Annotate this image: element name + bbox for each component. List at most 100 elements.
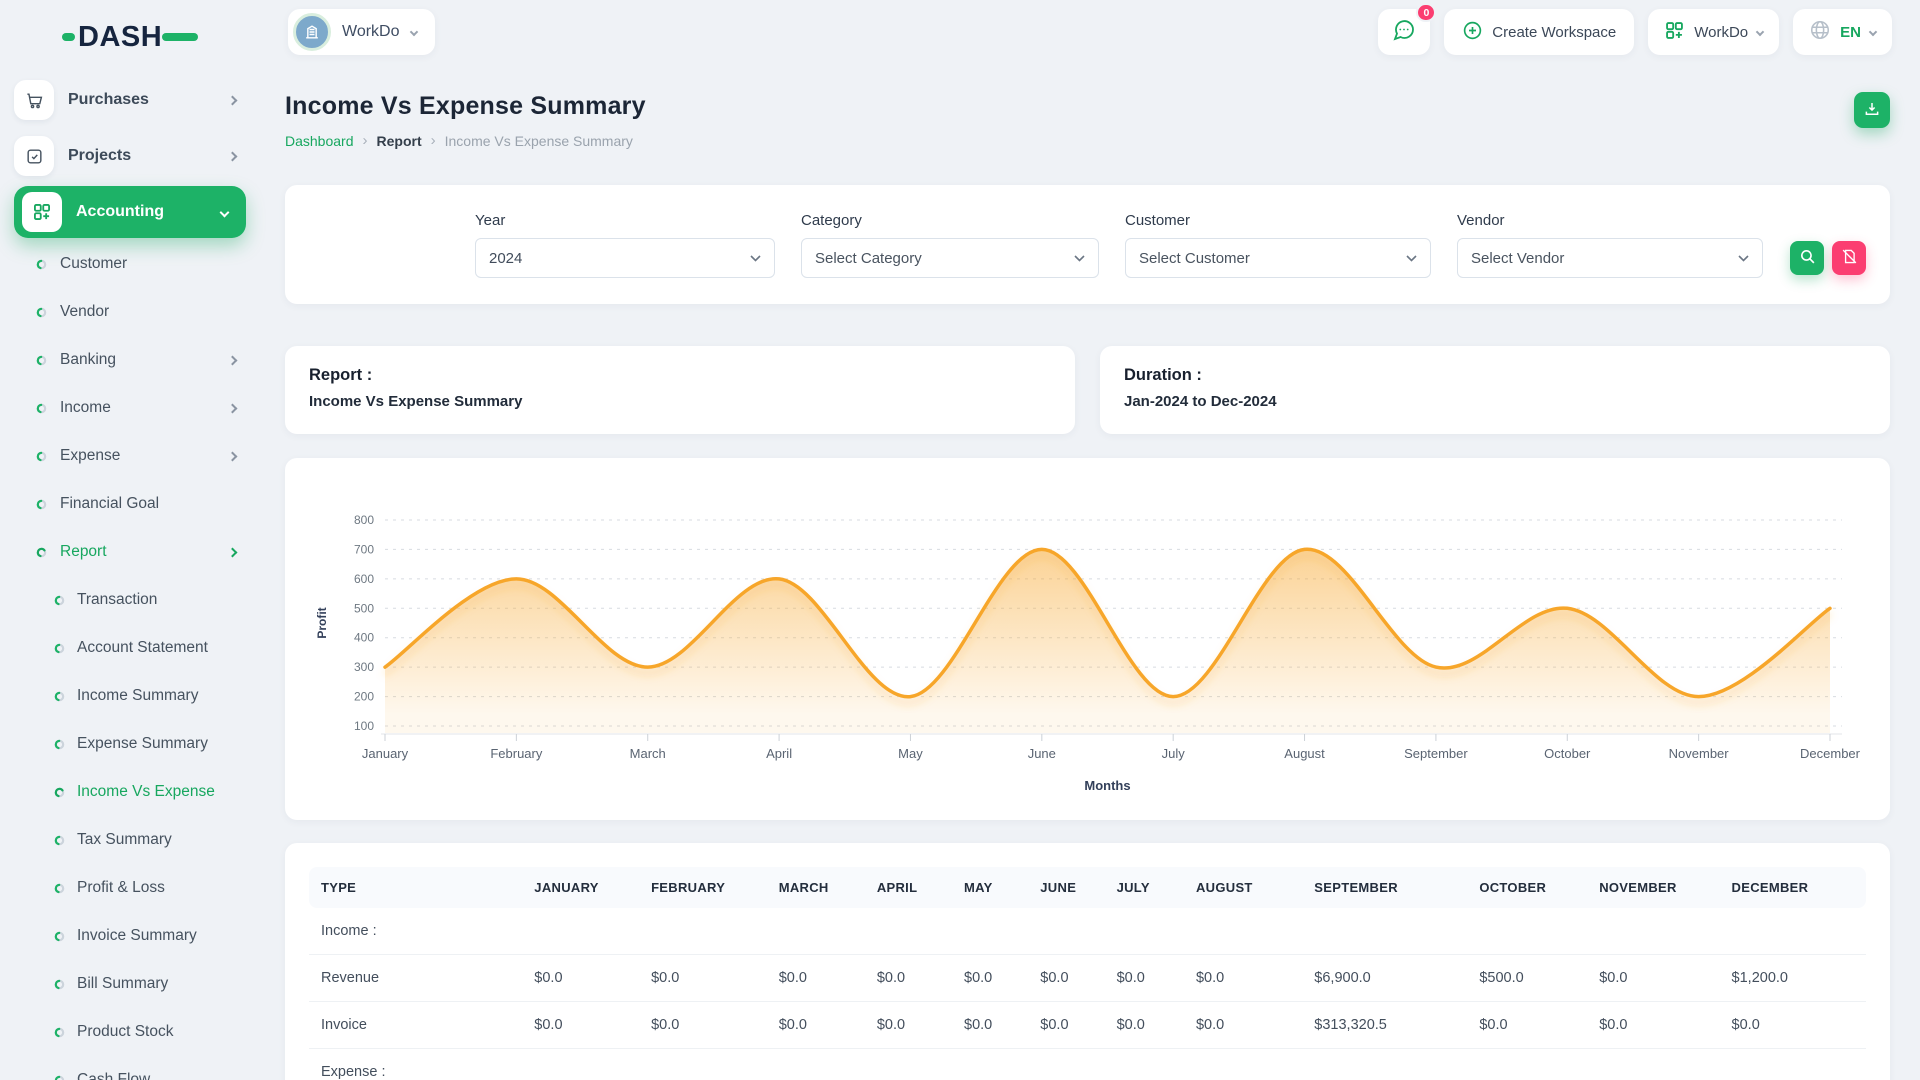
caret-down-icon [1738, 255, 1749, 262]
vendor-value: Select Vendor [1471, 250, 1564, 267]
sidebar-item-label: Tax Summary [77, 831, 172, 849]
svg-text:300: 300 [354, 660, 374, 674]
sidebar-item-report[interactable]: Report [0, 528, 260, 576]
sidebar-item-expense[interactable]: Expense [0, 432, 260, 480]
sidebar-item-invoice-summary[interactable]: Invoice Summary [0, 912, 260, 960]
svg-text:Months: Months [1084, 778, 1130, 793]
chevron-right-icon [229, 543, 236, 561]
customer-select[interactable]: Select Customer [1125, 238, 1431, 278]
value-cell: $0.0 [952, 955, 1028, 1002]
vendor-select[interactable]: Select Vendor [1457, 238, 1763, 278]
sidebar-item-label: Expense [60, 447, 120, 465]
svg-text:800: 800 [354, 513, 374, 527]
duration-card-title: Duration : [1124, 366, 1866, 385]
language-selector[interactable]: EN [1793, 9, 1892, 55]
sidebar-item-account-statement[interactable]: Account Statement [0, 624, 260, 672]
download-icon [1863, 100, 1881, 121]
sidebar-item-financial-goal[interactable]: Financial Goal [0, 480, 260, 528]
chevron-right-icon [229, 147, 236, 165]
column-header-april: APRIL [865, 867, 952, 908]
sidebar-item-vendor[interactable]: Vendor [0, 288, 260, 336]
caret-down-icon [750, 255, 761, 262]
sidebar-item-label: Income [60, 399, 111, 417]
column-header-october: OCTOBER [1467, 867, 1587, 908]
sidebar-item-label: Expense Summary [77, 735, 208, 753]
sidebar-item-tax-summary[interactable]: Tax Summary [0, 816, 260, 864]
sidebar-item-label: Transaction [77, 591, 157, 609]
chevron-right-icon [229, 91, 236, 109]
sidebar-item-transaction[interactable]: Transaction [0, 576, 260, 624]
chevron-down-icon [1756, 28, 1764, 36]
sidebar-item-label: Projects [68, 147, 131, 165]
sidebar-item-label: Bill Summary [77, 975, 168, 993]
value-cell: $0.0 [1467, 1002, 1587, 1049]
bullet-donut-icon [54, 1075, 65, 1080]
dash-logo[interactable]: DASH [0, 0, 260, 72]
column-header-august: AUGUST [1184, 867, 1302, 908]
grid-plus-icon [1664, 20, 1685, 45]
workdo-menu-button[interactable]: WorkDo [1648, 9, 1779, 55]
svg-text:100: 100 [354, 719, 374, 733]
sidebar-item-label: Account Statement [77, 639, 208, 657]
year-select[interactable]: 2024 [475, 238, 775, 278]
breadcrumb-dashboard[interactable]: Dashboard [285, 133, 354, 149]
sidebar-item-income-summary[interactable]: Income Summary [0, 672, 260, 720]
svg-text:October: October [1544, 746, 1591, 761]
create-workspace-button[interactable]: Create Workspace [1444, 9, 1634, 55]
sidebar-item-label: Purchases [68, 91, 149, 109]
sidebar-item-customer[interactable]: Customer [0, 240, 260, 288]
vendor-label: Vendor [1457, 212, 1763, 229]
column-header-june: JUNE [1028, 867, 1104, 908]
category-value: Select Category [815, 250, 922, 267]
svg-text:March: March [630, 746, 666, 761]
customer-value: Select Customer [1139, 250, 1250, 267]
sidebar-item-accounting[interactable]: Accounting [14, 186, 246, 238]
sidebar-item-product-stock[interactable]: Product Stock [0, 1008, 260, 1056]
messages-button[interactable]: 0 [1378, 9, 1430, 55]
income-expense-table: TYPEJANUARYFEBRUARYMARCHAPRILMAYJUNEJULY… [309, 867, 1866, 1080]
profit-chart-card: 100200300400500600700800JanuaryFebruaryM… [285, 458, 1890, 820]
sidebar-item-bill-summary[interactable]: Bill Summary [0, 960, 260, 1008]
sidebar-item-projects[interactable]: Projects [0, 128, 260, 184]
value-cell: $0.0 [767, 1002, 865, 1049]
reset-filter-button[interactable] [1832, 241, 1866, 275]
sidebar-item-cash-flow[interactable]: Cash Flow [0, 1056, 260, 1080]
report-summary-card: Report : Income Vs Expense Summary [285, 346, 1075, 434]
sidebar-item-income[interactable]: Income [0, 384, 260, 432]
value-cell: $0.0 [639, 955, 767, 1002]
sidebar-item-label: Product Stock [77, 1023, 174, 1041]
bullet-donut-icon [36, 259, 47, 270]
bullet-donut-icon [54, 643, 65, 654]
bullet-donut-icon [54, 787, 65, 798]
bullet-donut-icon [36, 403, 47, 414]
report-card-title: Report : [309, 366, 1051, 385]
sidebar-item-label: Income Summary [77, 687, 198, 705]
apply-filter-button[interactable] [1790, 241, 1824, 275]
breadcrumb-report[interactable]: Report [377, 133, 422, 149]
download-button[interactable] [1854, 92, 1890, 128]
breadcrumb: Dashboard › Report › Income Vs Expense S… [285, 132, 646, 149]
sidebar-nav: Purchases Projects AccountingCustomerVendo… [0, 72, 260, 1080]
profit-area-chart: 100200300400500600700800JanuaryFebruaryM… [310, 472, 1865, 816]
duration-summary-card: Duration : Jan-2024 to Dec-2024 [1100, 346, 1890, 434]
chevron-right-icon [229, 447, 236, 465]
main-content: Income Vs Expense Summary Dashboard › Re… [285, 70, 1890, 1080]
income-expense-table-card: TYPEJANUARYFEBRUARYMARCHAPRILMAYJUNEJULY… [285, 843, 1890, 1080]
bullet-donut-icon [36, 307, 47, 318]
bullet-donut-icon [36, 451, 47, 462]
sidebar-item-profit-loss[interactable]: Profit & Loss [0, 864, 260, 912]
value-cell: $0.0 [865, 1002, 952, 1049]
value-cell: $0.0 [952, 1002, 1028, 1049]
sidebar-item-banking[interactable]: Banking [0, 336, 260, 384]
column-header-november: NOVEMBER [1587, 867, 1719, 908]
section-label: Income : [309, 908, 1866, 955]
column-header-may: MAY [952, 867, 1028, 908]
sidebar-item-expense-summary[interactable]: Expense Summary [0, 720, 260, 768]
topbar: WorkDo 0 Create Workspace [260, 0, 1920, 70]
section-label: Expense : [309, 1049, 1866, 1080]
workspace-selector[interactable]: WorkDo [288, 9, 435, 55]
sidebar-item-income-vs-expense[interactable]: Income Vs Expense [0, 768, 260, 816]
category-select[interactable]: Select Category [801, 238, 1099, 278]
sidebar-item-label: Financial Goal [60, 495, 159, 513]
sidebar-item-purchases[interactable]: Purchases [0, 72, 260, 128]
